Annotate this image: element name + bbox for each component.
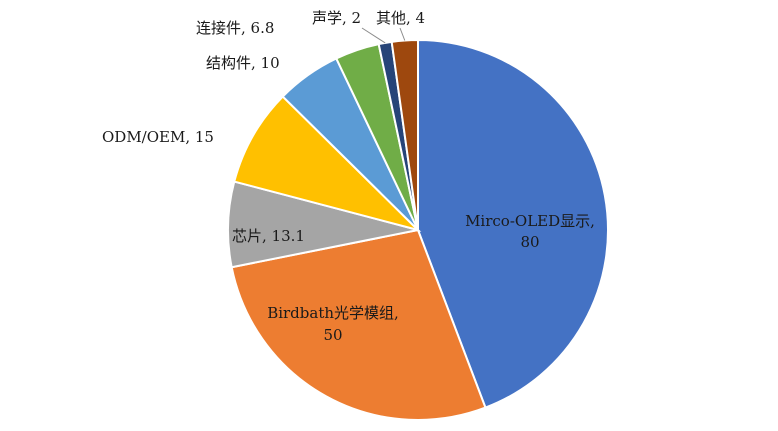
slice-label-birdbath: Birdbath光学模组, — [267, 304, 399, 322]
slice-value-mirco-oled: 80 — [520, 233, 539, 251]
pie-slices — [227, 38, 609, 421]
slice-label-structure: 结构件, 10 — [206, 54, 280, 72]
slice-label-odm-oem: ODM/OEM, 15 — [102, 128, 214, 146]
pie-slice-3 — [233, 95, 422, 232]
slice-label-mirco-oled: Mirco-OLED显示, — [465, 212, 595, 230]
slice-label-connector: 连接件, 6.8 — [196, 19, 274, 37]
slice-labels: Mirco-OLED显示, 80 Birdbath光学模组, 50 芯片, 13… — [102, 9, 595, 344]
leader-lines — [361, 27, 406, 44]
slice-label-other: 其他, 4 — [376, 9, 425, 27]
leader-line-7 — [399, 27, 406, 41]
pie-slice-0 — [417, 38, 609, 409]
pie-slice-1 — [230, 228, 487, 421]
slice-value-birdbath: 50 — [323, 326, 342, 344]
slice-label-chip: 芯片, 13.1 — [232, 227, 305, 245]
leader-line-6 — [361, 27, 386, 44]
slice-label-acoustic: 声学, 2 — [312, 9, 361, 27]
